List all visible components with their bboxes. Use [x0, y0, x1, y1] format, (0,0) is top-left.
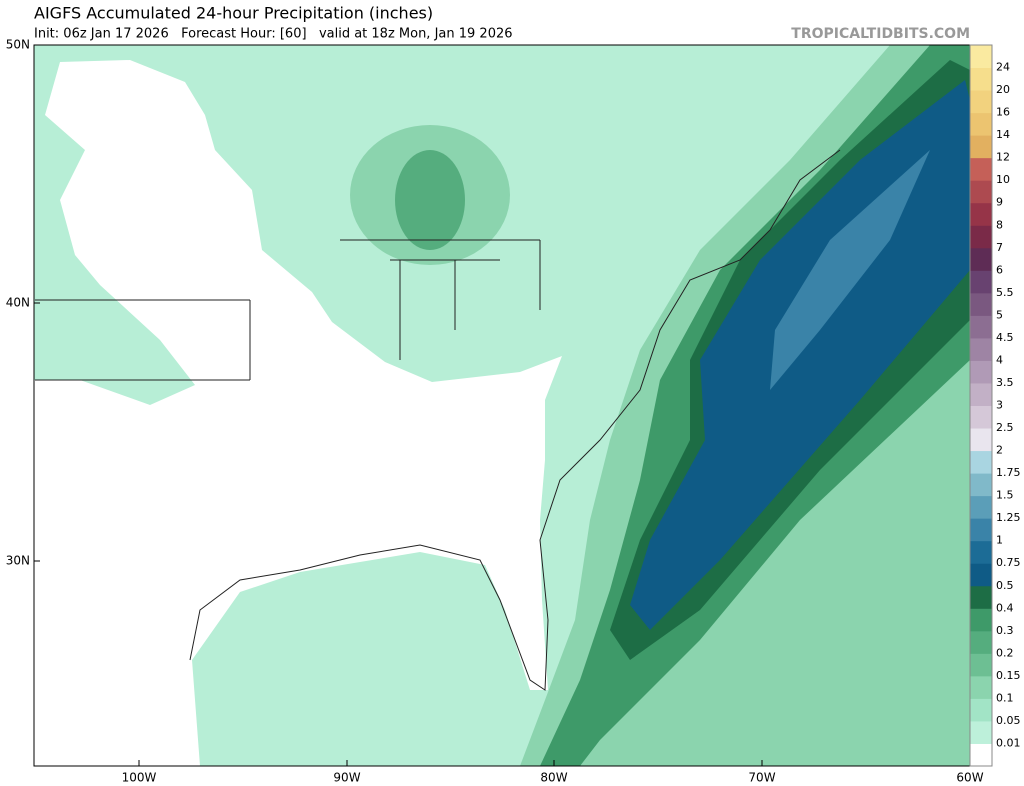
subtitle: Init: 06z Jan 17 2026 Forecast Hour: [60… — [34, 27, 513, 42]
colorbar-label: 12 — [996, 151, 1010, 164]
lat-label: 50N — [6, 38, 30, 52]
colorbar-cell — [970, 518, 992, 542]
lon-label: 60W — [956, 771, 983, 785]
colorbar-label: 14 — [996, 128, 1010, 141]
colorbar-label: 1 — [996, 534, 1003, 547]
lon-label: 80W — [540, 771, 567, 785]
colorbar-cell — [970, 292, 992, 316]
colorbar-cell — [970, 202, 992, 226]
colorbar-frame — [969, 44, 993, 767]
colorbar-label: 9 — [996, 196, 1003, 209]
lon-label: 100W — [122, 771, 157, 785]
colorbar-cell — [970, 225, 992, 249]
colorbar-label: 1.75 — [996, 466, 1021, 479]
colorbar-cell — [970, 405, 992, 429]
colorbar-label: 24 — [996, 61, 1010, 74]
colorbar-cell — [970, 90, 992, 114]
colorbar-cell — [970, 563, 992, 587]
colorbar-label: 10 — [996, 173, 1010, 186]
colorbar-label: 0.05 — [996, 714, 1021, 727]
colorbar-cell — [970, 743, 992, 767]
colorbar-cell — [970, 315, 992, 339]
colorbar-cell — [970, 698, 992, 722]
colorbar-cell — [970, 630, 992, 654]
colorbar-label: 2.5 — [996, 421, 1014, 434]
colorbar-cell — [970, 247, 992, 271]
watermark: TROPICALTIDBITS.COM — [791, 26, 970, 42]
colorbar-label: 0.2 — [996, 646, 1014, 659]
colorbar-label: 20 — [996, 83, 1010, 96]
colorbar-cell — [970, 180, 992, 204]
lon-label: 90W — [333, 771, 360, 785]
no-precip — [34, 60, 562, 766]
colorbar-label: 0.5 — [996, 579, 1014, 592]
colorbar-cell — [970, 67, 992, 91]
lat-label: 30N — [6, 554, 30, 568]
colorbar-cell — [970, 337, 992, 361]
colorbar-label: 5.5 — [996, 286, 1014, 299]
colorbar-cell — [970, 585, 992, 609]
colorbar-label: 0.01 — [996, 736, 1021, 749]
lakes-swath-core — [395, 150, 465, 250]
colorbar-cell — [970, 720, 992, 744]
colorbar-label: 1.25 — [996, 511, 1021, 524]
colorbar-label: 4 — [996, 353, 1003, 366]
colorbar-cell — [970, 450, 992, 474]
colorbar-cell — [970, 157, 992, 181]
colorbar-label: 0.4 — [996, 601, 1014, 614]
colorbar-label: 0.1 — [996, 691, 1014, 704]
colorbar-cell — [970, 540, 992, 564]
title: AIGFS Accumulated 24-hour Precipitation … — [34, 4, 433, 23]
colorbar-cell — [970, 675, 992, 699]
colorbar-cell — [970, 382, 992, 406]
colorbar-cell — [970, 45, 992, 69]
lon-label: 70W — [748, 771, 775, 785]
colorbar-label: 3 — [996, 399, 1003, 412]
colorbar-cell — [970, 112, 992, 136]
colorbar-label: 0.15 — [996, 669, 1021, 682]
colorbar-label: 5 — [996, 308, 1003, 321]
map-area — [33, 44, 971, 767]
colorbar-label: 7 — [996, 241, 1003, 254]
colorbar-cell — [970, 135, 992, 159]
colorbar-cell — [970, 495, 992, 519]
colorbar-label: 4.5 — [996, 331, 1014, 344]
colorbar-label: 8 — [996, 218, 1003, 231]
colorbar-label: 6 — [996, 263, 1003, 276]
colorbar-cell — [970, 608, 992, 632]
colorbar-cell — [970, 653, 992, 677]
colorbar-label: 2 — [996, 444, 1003, 457]
colorbar-label: 0.3 — [996, 624, 1014, 637]
colorbar-label: 16 — [996, 106, 1010, 119]
lat-label: 40N — [6, 296, 30, 310]
colorbar-cell — [970, 360, 992, 384]
colorbar-label: 0.75 — [996, 556, 1021, 569]
colorbar-label: 3.5 — [996, 376, 1014, 389]
coastlines — [35, 149, 841, 691]
atlantic-core-max — [770, 150, 930, 390]
colorbar-cell — [970, 270, 992, 294]
colorbar-label: 1.5 — [996, 489, 1014, 502]
colorbar-cell — [970, 473, 992, 497]
colorbar-cell — [970, 428, 992, 452]
